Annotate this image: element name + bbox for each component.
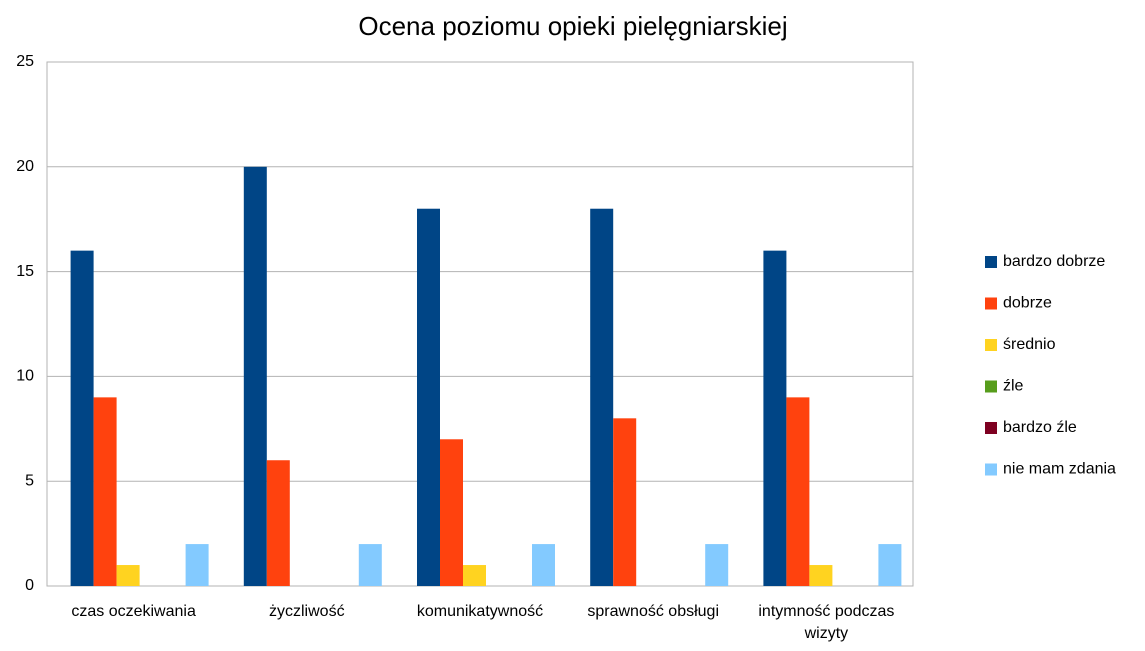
- x-tick-label: czas oczekiwania: [71, 603, 196, 620]
- legend-swatch: [985, 256, 997, 268]
- legend-label: źle: [1003, 378, 1024, 395]
- bar: [440, 439, 463, 586]
- legend-label: bardzo źle: [1003, 419, 1077, 436]
- bar: [93, 397, 117, 586]
- bar: [878, 544, 902, 586]
- bar: [417, 208, 440, 586]
- bar: [266, 460, 290, 586]
- bar: [243, 166, 267, 587]
- y-tick-label: 15: [16, 263, 34, 280]
- legend-swatch: [985, 339, 997, 351]
- legend-label: średnio: [1003, 336, 1056, 353]
- bar: [532, 544, 555, 586]
- bar: [463, 565, 486, 586]
- legend-swatch: [985, 422, 997, 434]
- legend-swatch: [985, 380, 997, 393]
- x-tick-label: intymność podczas wizyty: [758, 603, 895, 642]
- legend-label: nie mam zdania: [1003, 461, 1116, 478]
- bar: [185, 544, 209, 586]
- chart-title: Ocena poziomu opieki pielęgniarskiej: [358, 11, 787, 41]
- x-tick-label: komunikatywność: [416, 603, 544, 620]
- bar: [358, 544, 382, 586]
- legend-label: bardzo dobrze: [1003, 253, 1105, 270]
- y-tick-label: 20: [16, 158, 34, 175]
- bar: [70, 250, 94, 586]
- y-tick-label: 5: [25, 472, 34, 489]
- bar: [763, 250, 787, 586]
- bar: [809, 565, 833, 586]
- legend-label: dobrze: [1003, 295, 1052, 312]
- bar: [590, 208, 614, 586]
- bar: [786, 397, 810, 586]
- x-tick-label: życzliwość: [269, 603, 345, 620]
- y-tick-label: 10: [16, 368, 34, 385]
- bar: [705, 544, 729, 586]
- legend-swatch: [985, 297, 997, 310]
- y-tick-label: 0: [25, 577, 34, 594]
- x-tick-label: sprawność obsługi: [587, 603, 719, 620]
- bar: [613, 418, 637, 586]
- legend-swatch: [985, 463, 997, 476]
- y-tick-label: 25: [16, 53, 34, 70]
- bar: [116, 565, 140, 586]
